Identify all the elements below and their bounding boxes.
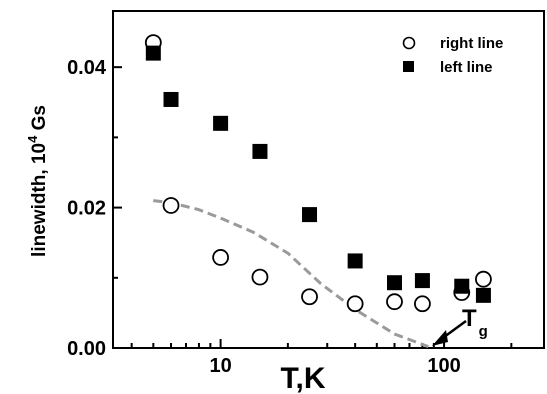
legend-label-right-line: right line	[440, 35, 503, 52]
y-tick-label: 0.04	[67, 57, 107, 79]
right-line-point	[414, 295, 431, 313]
left-line-point	[386, 275, 402, 291]
right-line-point	[386, 293, 403, 311]
legend: right line left line	[402, 35, 503, 76]
left-line-point	[213, 115, 229, 131]
tick-labels: 10 100 0.00 0.02 0.04	[67, 57, 461, 377]
legend-marker-left-line	[403, 61, 414, 72]
y-axis-title-unit: Gs	[29, 105, 50, 136]
left-line-point	[347, 253, 363, 269]
series-left-line	[145, 45, 491, 303]
right-line-point	[301, 288, 318, 306]
y-axis-title: linewidth, 104 Gs	[25, 105, 50, 257]
left-line-point	[252, 143, 268, 159]
left-line-point	[475, 287, 491, 303]
y-axis-title-exponent: 4	[25, 135, 40, 143]
tg-label-subscript: g	[479, 323, 488, 340]
plot-frame	[112, 10, 545, 349]
right-line-point	[212, 249, 229, 266]
left-line-point	[302, 207, 318, 223]
axis-ticks	[113, 66, 513, 349]
right-line-point	[162, 197, 180, 214]
series-right-line	[144, 34, 492, 313]
left-line-point	[163, 91, 179, 107]
dashed-trend-curve	[153, 199, 429, 349]
tg-label-text: T	[462, 305, 477, 332]
y-tick-label: 0.00	[67, 338, 106, 360]
left-line-point	[414, 273, 430, 289]
tg-arrow-head	[432, 330, 448, 346]
left-line-point	[454, 278, 470, 294]
right-line-point	[251, 268, 269, 286]
y-tick-label: 0.02	[67, 198, 106, 220]
x-tick-label: 100	[427, 355, 460, 377]
x-tick-label: 10	[209, 355, 231, 377]
legend-label-left-line: left line	[440, 59, 493, 76]
legend-marker-right-line	[402, 36, 416, 50]
x-axis-title: T,K	[281, 362, 326, 394]
left-line-point	[145, 45, 161, 61]
right-line-point	[475, 270, 492, 288]
y-axis-title-main: linewidth, 10	[29, 143, 50, 257]
right-line-point	[346, 295, 364, 313]
